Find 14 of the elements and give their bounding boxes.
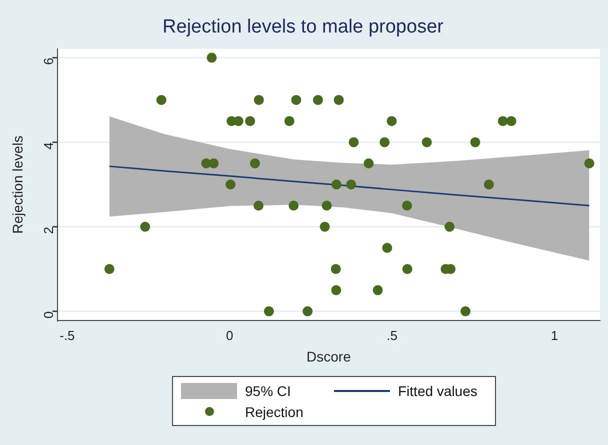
legend-label: Fitted values [398, 382, 478, 398]
x-axis-title: Dscore [306, 348, 352, 364]
legend-label: Rejection [245, 404, 304, 420]
x-tick-label: -.5 [60, 328, 75, 343]
x-tick-label: .5 [386, 328, 398, 343]
y-tick-label: 4 [40, 142, 56, 150]
x-tick-label: 0 [226, 328, 234, 343]
text: 95% CI [245, 382, 291, 398]
y-tick-label: 2 [40, 226, 56, 234]
x-tick-label: 1 [550, 328, 558, 343]
y-tick-label: 6 [40, 58, 56, 65]
chart-title: Rejection levels to male proposer [162, 16, 444, 38]
y-tick-label: 0 [40, 311, 56, 319]
y-axis-title: Rejection levels [9, 136, 26, 234]
